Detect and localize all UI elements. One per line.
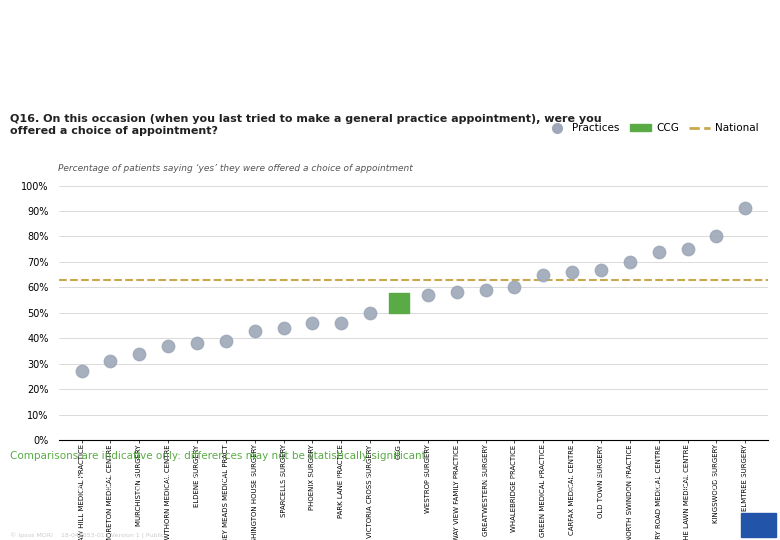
Point [594, 265, 607, 274]
Text: Social Research Institute: Social Research Institute [10, 526, 105, 536]
Point [220, 336, 232, 345]
Point [681, 245, 693, 253]
Point [479, 286, 491, 294]
Point [623, 258, 636, 266]
Point [508, 283, 520, 292]
FancyBboxPatch shape [741, 513, 776, 537]
Point [133, 349, 146, 358]
Point [739, 204, 751, 213]
Point [76, 367, 88, 376]
Point [105, 357, 117, 366]
Point [249, 326, 261, 335]
Text: © Ipsos MORI    18-042653-01 | Version 1 | Public: © Ipsos MORI 18-042653-01 | Version 1 | … [10, 532, 165, 538]
Point [566, 268, 578, 276]
Point [191, 339, 204, 348]
Point [335, 319, 348, 327]
Point [307, 319, 319, 327]
Text: Base: All who tried to make an appointments ince being registered excluding 'Can: Base: All who tried to make an appointme… [10, 474, 572, 493]
Text: Ipsos MORI: Ipsos MORI [10, 515, 67, 524]
Legend: Practices, CCG, National: Practices, CCG, National [542, 119, 763, 138]
Point [278, 324, 290, 333]
Point [710, 232, 722, 241]
Point [364, 308, 377, 317]
Text: Q16. On this occasion (when you last tried to make a general practice appointmen: Q16. On this occasion (when you last tri… [10, 114, 601, 136]
Point [162, 342, 175, 350]
Text: Percentage of patients saying ‘yes’ they were offered a choice of appointment: Percentage of patients saying ‘yes’ they… [58, 164, 413, 173]
Point [421, 291, 434, 299]
Point [393, 298, 406, 307]
Text: %Yes = 'a choice of place' and/or 'a choice of time or
day' and/or 'a choice of : %Yes = 'a choice of place' and/or 'a cho… [546, 474, 749, 493]
Point [652, 247, 665, 256]
Text: Choice of appointment:: Choice of appointment: [10, 13, 268, 32]
Text: how the CCG’s practices compare: how the CCG’s practices compare [10, 56, 379, 75]
Point [537, 271, 549, 279]
Text: 25: 25 [381, 518, 399, 532]
Text: Comparisons are indicative only: differences may not be statistically significan: Comparisons are indicative only: differe… [10, 451, 426, 461]
Point [450, 288, 463, 297]
